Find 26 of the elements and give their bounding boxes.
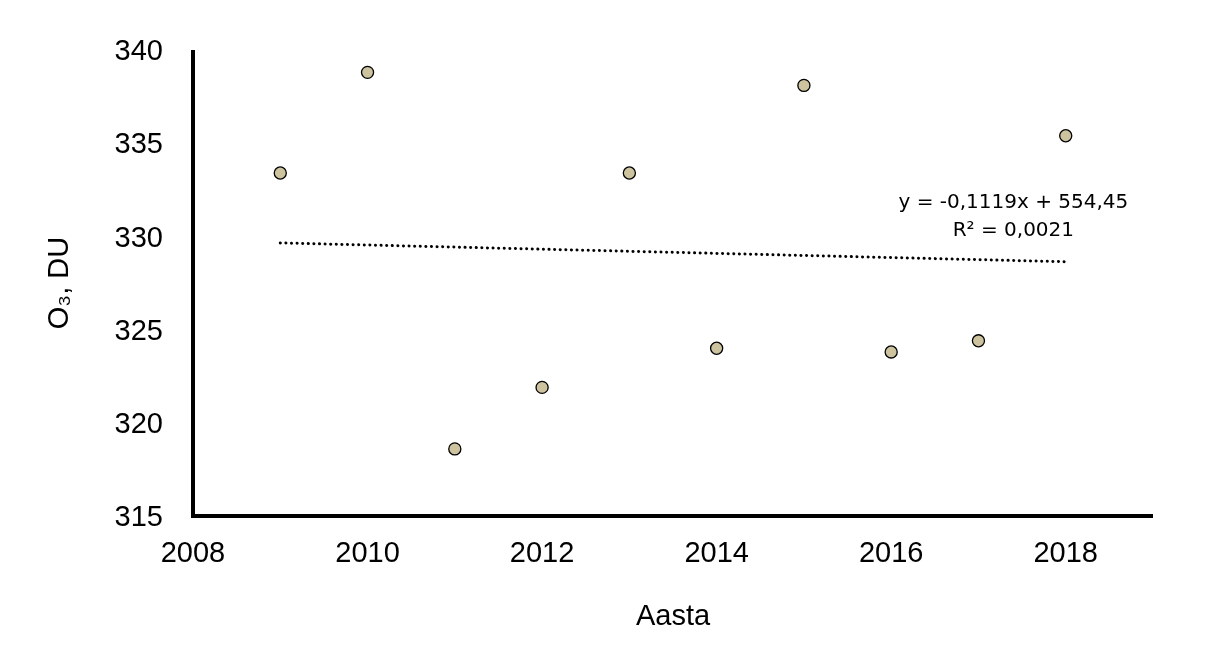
y-tick-label: 325 <box>114 313 163 346</box>
x-tick-label: 2018 <box>1033 536 1098 568</box>
x-tick-label: 2008 <box>160 536 226 568</box>
y-tick-label: 330 <box>114 220 163 253</box>
x-tick-label: 2014 <box>684 536 749 568</box>
annotation: R² = 0,0021 <box>952 217 1075 242</box>
point <box>797 78 811 93</box>
point <box>273 166 287 180</box>
point <box>360 65 375 80</box>
x-tick-label: 2012 <box>509 536 575 568</box>
point <box>1059 129 1073 143</box>
point <box>622 166 637 180</box>
point <box>535 380 549 395</box>
annotation: y = -0,1119x + 554,45 <box>898 189 1129 214</box>
x-axis-title: Aasta <box>635 599 711 631</box>
y-axis-title: O₃, DU <box>42 236 74 330</box>
y-tick-label: 315 <box>114 500 163 533</box>
y-tick-label: 320 <box>114 406 163 439</box>
y-tick-label: 340 <box>114 34 163 67</box>
point <box>884 345 898 359</box>
x-tick-label: 2016 <box>858 536 924 568</box>
point <box>709 341 724 355</box>
point <box>971 334 986 348</box>
y-tick-label: 335 <box>114 127 163 160</box>
point <box>448 442 462 456</box>
x-tick-label: 2010 <box>335 536 400 568</box>
